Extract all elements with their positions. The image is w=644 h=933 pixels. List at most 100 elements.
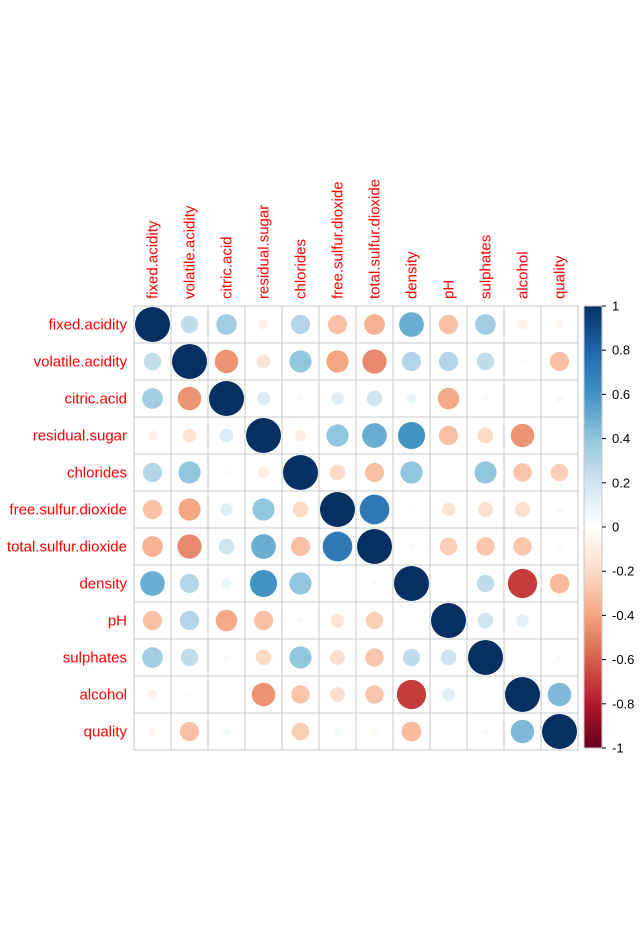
- colorbar-gradient: [583, 305, 603, 749]
- colorbar-tick-label: -0.6: [612, 652, 634, 667]
- row-label-density: density: [79, 576, 127, 593]
- corr-circle-fixed.acidity-citric.acid: [216, 314, 237, 335]
- corr-circle-alcohol-alcohol: [505, 677, 540, 712]
- corr-circle-citric.acid-volatile.acidity: [177, 386, 202, 411]
- corr-circle-sulphates-residual.sugar: [255, 649, 272, 666]
- corr-circle-alcohol-free.sulfur.dioxide: [330, 687, 345, 702]
- circle-layer: [135, 307, 577, 749]
- corr-circle-free.sulfur.dioxide-fixed.acidity: [142, 499, 163, 520]
- corr-circle-volatile.acidity-quality: [549, 351, 570, 372]
- corr-circle-fixed.acidity-volatile.acidity: [180, 315, 199, 334]
- corr-circle-volatile.acidity-fixed.acidity: [143, 352, 162, 371]
- corr-circle-alcohol-residual.sugar: [251, 682, 276, 707]
- grid-cell: [503, 379, 542, 418]
- corr-circle-quality-total.sulfur.dioxide: [371, 728, 378, 735]
- row-label-pH: pH: [108, 613, 127, 630]
- corr-circle-citric.acid-chlorides: [297, 395, 304, 402]
- grid-cell: [207, 675, 246, 714]
- corr-circle-total.sulfur.dioxide-alcohol: [513, 537, 532, 556]
- corr-circle-pH-total.sulfur.dioxide: [365, 611, 384, 630]
- corr-circle-fixed.acidity-residual.sugar: [258, 319, 269, 330]
- corr-circle-chlorides-chlorides: [283, 455, 318, 490]
- col-label-pH: pH: [441, 280, 458, 299]
- col-label-density: density: [404, 251, 421, 299]
- colorbar-tick-label: -0.2: [612, 564, 634, 579]
- corr-circle-density-fixed.acidity: [140, 571, 165, 596]
- corr-circle-pH-citric.acid: [215, 609, 238, 632]
- corr-circle-chlorides-volatile.acidity: [178, 461, 201, 484]
- col-label-sulphates: sulphates: [478, 235, 495, 299]
- corr-circle-free.sulfur.dioxide-residual.sugar: [252, 498, 275, 521]
- corr-circle-total.sulfur.dioxide-residual.sugar: [251, 534, 276, 559]
- corr-circle-sulphates-fixed.acidity: [142, 647, 163, 668]
- corr-circle-quality-sulphates: [482, 728, 489, 735]
- corr-circle-citric.acid-sulphates: [482, 395, 489, 402]
- column-labels: fixed.acidity volatile.acidity citric.acid…: [145, 179, 569, 299]
- corr-circle-pH-free.sulfur.dioxide: [330, 613, 345, 628]
- corr-circle-alcohol-pH: [442, 688, 455, 701]
- corr-circle-volatile.acidity-density: [401, 351, 422, 372]
- corr-circle-residual.sugar-total.sulfur.dioxide: [362, 423, 387, 448]
- corr-circle-fixed.acidity-free.sulfur.dioxide: [327, 314, 348, 335]
- corr-circle-chlorides-sulphates: [474, 461, 497, 484]
- col-label-residual.sugar: residual.sugar: [256, 205, 273, 299]
- row-label-total.sulfur.dioxide: total.sulfur.dioxide: [7, 539, 127, 556]
- row-label-quality: quality: [84, 724, 128, 741]
- corr-circle-quality-citric.acid: [222, 727, 231, 736]
- corr-circle-density-alcohol: [507, 568, 538, 599]
- corr-circle-pH-pH: [431, 603, 466, 638]
- corr-circle-chlorides-citric.acid: [223, 469, 230, 476]
- corr-circle-total.sulfur.dioxide-pH: [439, 537, 458, 556]
- corr-circle-fixed.acidity-quality: [555, 320, 564, 329]
- corr-circle-sulphates-chlorides: [289, 646, 312, 669]
- corr-circle-chlorides-alcohol: [513, 463, 532, 482]
- colorbar-tick-label: 1: [612, 299, 619, 314]
- corr-circle-total.sulfur.dioxide-sulphates: [476, 537, 495, 556]
- colorbar-tick-label: 0: [612, 520, 619, 535]
- corr-circle-quality-chlorides: [291, 722, 310, 741]
- corr-circle-pH-alcohol: [516, 614, 529, 627]
- corr-circle-residual.sugar-density: [397, 421, 426, 450]
- corr-circle-residual.sugar-volatile.acidity: [182, 428, 197, 443]
- corr-circle-residual.sugar-quality: [557, 433, 562, 438]
- corr-circle-pH-residual.sugar: [253, 610, 274, 631]
- corr-circle-free.sulfur.dioxide-sulphates: [478, 502, 493, 517]
- colorbar-tick-label: -0.8: [612, 696, 634, 711]
- corr-circle-quality-density: [401, 721, 422, 742]
- corr-circle-density-quality: [549, 573, 570, 594]
- corr-circle-free.sulfur.dioxide-quality: [555, 505, 564, 514]
- corr-circle-volatile.acidity-alcohol: [519, 358, 526, 365]
- colorbar-tick-label: -0.4: [612, 608, 634, 623]
- corr-circle-citric.acid-free.sulfur.dioxide: [331, 392, 344, 405]
- corr-circle-residual.sugar-residual.sugar: [246, 418, 281, 453]
- corr-circle-citric.acid-quality: [555, 394, 564, 403]
- corr-circle-alcohol-density: [396, 679, 427, 710]
- corr-circle-volatile.acidity-total.sulfur.dioxide: [362, 349, 387, 374]
- corr-circle-total.sulfur.dioxide-fixed.acidity: [142, 536, 163, 557]
- grid-cell: [466, 675, 505, 714]
- corr-circle-total.sulfur.dioxide-free.sulfur.dioxide: [322, 531, 353, 562]
- corr-circle-sulphates-volatile.acidity: [180, 648, 199, 667]
- col-label-quality: quality: [552, 255, 569, 299]
- corr-circle-chlorides-total.sulfur.dioxide: [364, 462, 385, 483]
- corr-circle-residual.sugar-sulphates: [477, 427, 494, 444]
- corr-circle-free.sulfur.dioxide-volatile.acidity: [178, 498, 201, 521]
- col-label-citric.acid: citric.acid: [219, 236, 236, 299]
- corr-circle-fixed.acidity-chlorides: [290, 314, 311, 335]
- corr-circle-residual.sugar-alcohol: [510, 423, 535, 448]
- corr-circle-free.sulfur.dioxide-alcohol: [515, 502, 530, 517]
- row-label-sulphates: sulphates: [63, 650, 127, 667]
- col-label-volatile.acidity: volatile.acidity: [182, 205, 199, 299]
- corr-circle-density-sulphates: [476, 574, 495, 593]
- col-label-total.sulfur.dioxide: total.sulfur.dioxide: [367, 179, 384, 299]
- corr-circle-total.sulfur.dioxide-quality: [556, 543, 563, 550]
- corr-circle-fixed.acidity-fixed.acidity: [135, 307, 170, 342]
- corr-circle-residual.sugar-pH: [438, 425, 459, 446]
- corr-circle-volatile.acidity-volatile.acidity: [172, 344, 207, 379]
- corr-circle-quality-residual.sugar: [261, 729, 266, 734]
- corr-circle-density-residual.sugar: [249, 569, 278, 598]
- corr-circle-residual.sugar-citric.acid: [219, 428, 234, 443]
- corr-circle-pH-chlorides: [297, 617, 304, 624]
- corr-circle-free.sulfur.dioxide-pH: [441, 502, 456, 517]
